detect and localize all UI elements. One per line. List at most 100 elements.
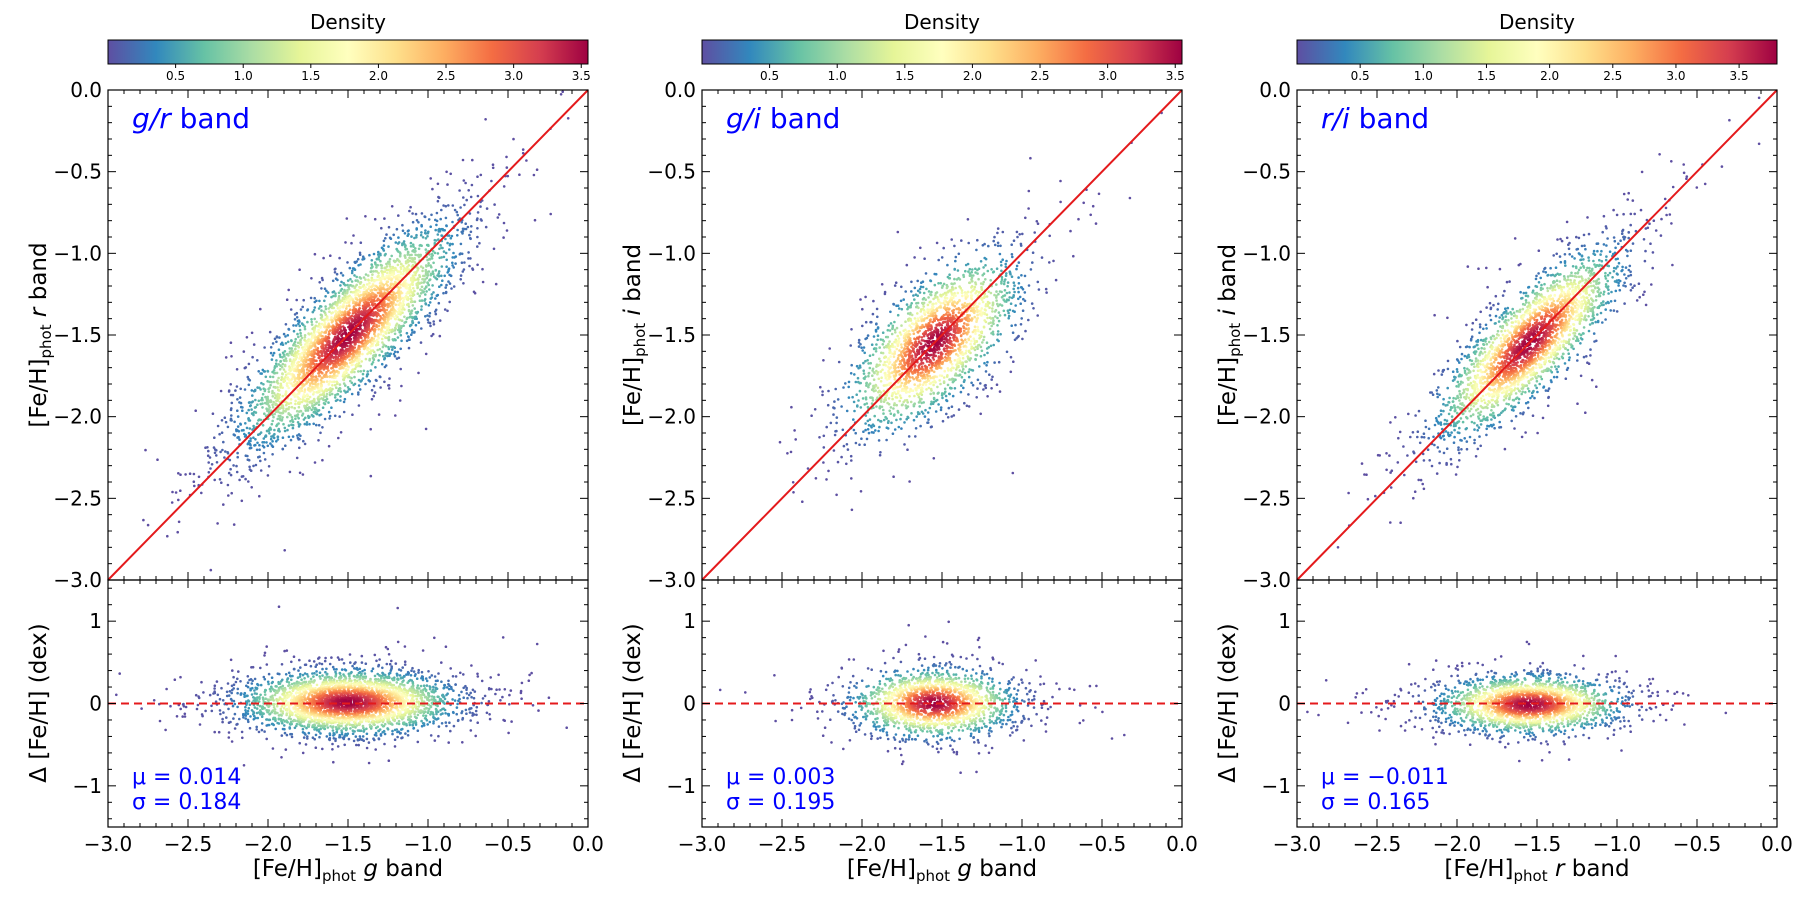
residual-point xyxy=(269,689,273,693)
data-point xyxy=(306,393,309,397)
data-point xyxy=(332,306,336,310)
residual-point xyxy=(510,720,513,723)
data-point xyxy=(464,181,467,185)
data-point xyxy=(318,356,321,359)
residual-point xyxy=(403,645,407,648)
data-point xyxy=(467,189,471,192)
data-point xyxy=(333,414,337,418)
data-point xyxy=(440,208,443,212)
data-point xyxy=(221,448,224,452)
residual-point xyxy=(248,678,251,682)
data-point xyxy=(424,315,427,318)
data-point xyxy=(338,386,342,390)
data-point xyxy=(438,319,442,322)
data-point xyxy=(321,426,324,429)
data-point xyxy=(290,405,294,409)
residual-point xyxy=(421,722,425,725)
residual-point xyxy=(455,706,459,709)
data-point xyxy=(399,333,403,337)
data-point xyxy=(297,425,301,428)
data-point xyxy=(283,359,286,363)
data-point xyxy=(449,236,453,240)
residual-point xyxy=(360,661,364,664)
data-point xyxy=(266,401,270,405)
residual-point xyxy=(357,743,361,747)
data-point xyxy=(303,325,307,328)
data-point xyxy=(307,378,311,381)
data-point xyxy=(375,270,379,273)
data-point xyxy=(342,382,346,385)
data-point xyxy=(466,225,470,229)
data-point xyxy=(444,216,448,220)
residual-point xyxy=(244,705,247,709)
residual-point xyxy=(259,693,262,697)
residual-point xyxy=(280,734,284,737)
data-point xyxy=(229,467,232,471)
residual-point xyxy=(454,675,458,678)
residual-point xyxy=(470,695,473,699)
residual-point xyxy=(303,725,306,728)
data-point xyxy=(491,163,495,166)
data-point xyxy=(227,390,231,393)
data-point xyxy=(370,327,374,330)
data-point xyxy=(288,470,292,474)
residual-point xyxy=(440,680,443,683)
residual-point xyxy=(267,672,271,676)
residual-point xyxy=(321,674,324,677)
data-point xyxy=(359,277,363,280)
data-point xyxy=(377,250,380,254)
data-point xyxy=(306,341,309,344)
data-point xyxy=(296,381,299,384)
residual-point xyxy=(403,663,407,666)
data-point xyxy=(229,393,233,397)
data-point xyxy=(304,416,307,420)
residual-point xyxy=(221,720,224,724)
data-point xyxy=(426,281,429,284)
data-point xyxy=(416,292,420,296)
data-point xyxy=(434,268,438,272)
data-point xyxy=(357,344,361,348)
data-point xyxy=(235,385,239,388)
residual-point xyxy=(432,715,435,719)
residual-point xyxy=(448,721,451,724)
data-point xyxy=(476,227,479,230)
data-point xyxy=(306,309,309,312)
data-point xyxy=(227,471,231,475)
data-point xyxy=(284,400,288,404)
data-point xyxy=(373,217,377,221)
residual-point xyxy=(377,737,381,740)
data-point xyxy=(288,347,292,350)
data-point xyxy=(409,245,413,248)
data-point xyxy=(261,444,265,448)
residual-point xyxy=(290,732,294,736)
data-point xyxy=(394,326,397,330)
residual-point xyxy=(424,689,428,693)
data-point xyxy=(340,299,344,303)
residual-point xyxy=(490,687,493,691)
residual-point xyxy=(399,682,402,686)
residual-point xyxy=(249,688,252,692)
residual-point xyxy=(374,748,378,751)
residual-point xyxy=(365,737,369,741)
residual-point xyxy=(227,707,230,711)
data-point xyxy=(411,319,414,323)
data-point xyxy=(469,195,473,199)
data-point xyxy=(375,257,379,261)
data-point xyxy=(346,364,349,368)
data-point xyxy=(343,297,346,301)
data-point xyxy=(413,300,417,304)
data-point xyxy=(284,357,288,360)
data-point xyxy=(449,172,453,176)
data-point xyxy=(322,402,326,405)
data-point xyxy=(388,328,392,332)
data-point xyxy=(305,358,309,362)
data-point xyxy=(414,273,417,277)
data-point xyxy=(232,523,236,526)
data-point xyxy=(339,399,342,402)
data-point xyxy=(448,300,452,304)
residual-point xyxy=(280,756,283,759)
data-point xyxy=(397,318,401,321)
data-point xyxy=(350,381,354,385)
data-point xyxy=(258,443,261,447)
residual-point xyxy=(466,696,469,700)
